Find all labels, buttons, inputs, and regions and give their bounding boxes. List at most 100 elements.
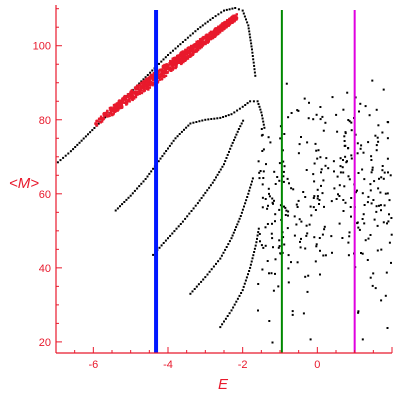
scatter-point	[290, 261, 292, 264]
curve-2-point	[204, 191, 207, 194]
scatter-point	[308, 101, 310, 104]
scatter-point	[278, 239, 281, 242]
curve-3-point	[251, 180, 253, 183]
curve-0-point	[247, 24, 250, 27]
scatter-point	[358, 228, 361, 231]
curve-0-point	[64, 154, 67, 157]
highlight-point	[232, 16, 236, 19]
highlight-point	[179, 57, 182, 60]
scatter-point	[331, 96, 334, 99]
scatter-point	[284, 214, 287, 216]
highlight-point	[164, 74, 168, 77]
scatter-point	[364, 239, 367, 242]
scatter-point	[264, 198, 267, 200]
curve-1-point	[222, 116, 225, 118]
highlight-point	[183, 56, 186, 59]
highlight-point	[159, 73, 162, 76]
scatter-point	[361, 252, 364, 255]
curve-1-point	[210, 118, 213, 120]
scatter-point	[270, 232, 273, 235]
highlight-point	[189, 49, 193, 53]
highlight-point	[123, 101, 126, 104]
highlight-point	[167, 67, 170, 70]
highlight-point	[123, 95, 126, 99]
curve-2-point	[208, 186, 211, 189]
curve-1-point	[241, 105, 244, 108]
scatter-point	[377, 124, 380, 127]
highlight-point	[147, 86, 150, 90]
highlight-point	[207, 33, 210, 37]
scatter-point	[312, 118, 315, 121]
scatter-point	[271, 341, 274, 344]
highlight-point	[183, 53, 186, 56]
curve-1-point	[198, 120, 201, 123]
highlight-point	[130, 93, 134, 96]
highlight-point	[219, 26, 223, 29]
highlight-point	[214, 27, 217, 30]
highlight-point	[143, 89, 146, 92]
curve-2-point	[184, 217, 187, 220]
highlight-point	[142, 87, 146, 91]
highlight-point	[170, 62, 174, 65]
scatter-point	[315, 243, 318, 246]
curve-4-point	[232, 306, 235, 309]
curve-4-point	[255, 241, 258, 244]
curve-0-point	[89, 131, 92, 134]
curve-0-point	[245, 18, 247, 21]
curve-4-point	[230, 309, 233, 312]
curve-0-point	[69, 150, 72, 153]
scatter-point	[268, 195, 271, 198]
curve-1-point	[150, 170, 153, 173]
highlight-point	[204, 42, 207, 46]
y-tick-label: 20	[39, 337, 51, 349]
curve-3-point	[219, 257, 222, 260]
curve-3-point	[249, 186, 252, 189]
scatter-point	[268, 320, 271, 322]
curve-0-point	[62, 156, 65, 159]
scatter-point	[278, 208, 281, 211]
highlight-point	[142, 84, 146, 88]
scatter-point	[363, 178, 366, 181]
scatter-point	[296, 206, 299, 208]
scatter-point	[362, 213, 365, 216]
curve-3-point	[234, 228, 236, 231]
highlight-point	[162, 72, 165, 75]
curve-4-point	[235, 300, 238, 303]
curve-1-point	[224, 115, 227, 118]
highlight-point	[120, 106, 124, 109]
curve-2-point	[177, 225, 180, 228]
scatter-point	[316, 197, 319, 200]
curve-2-point	[194, 204, 197, 207]
curve-4-point	[250, 260, 253, 263]
curve-1-point	[170, 142, 173, 145]
highlight-point	[235, 13, 238, 16]
scatter-point	[292, 188, 295, 191]
curve-0-point	[242, 12, 245, 15]
curve-0-point	[160, 60, 163, 63]
curve-1-point	[125, 198, 128, 201]
highlight-point	[199, 44, 202, 47]
highlight-point	[139, 83, 142, 87]
curve-3-point	[222, 251, 225, 254]
scatter-point	[350, 215, 352, 218]
highlight-point	[180, 60, 183, 64]
curve-4-point	[248, 270, 251, 272]
curve-3-point	[245, 199, 248, 202]
highlight-point	[193, 50, 196, 53]
highlight-point	[200, 45, 203, 49]
highlight-point	[168, 69, 171, 72]
scatter-point	[260, 128, 263, 130]
highlight-point	[119, 104, 123, 108]
scatter-point	[308, 223, 311, 226]
curve-0-point	[82, 137, 85, 140]
highlight-point	[208, 35, 212, 38]
highlight-point	[208, 37, 211, 40]
curve-0-point	[243, 15, 246, 18]
highlight-point	[118, 99, 121, 102]
scatter-point	[282, 236, 285, 239]
highlight-point	[228, 22, 232, 26]
scatter-point	[321, 192, 324, 195]
scatter-point	[356, 142, 359, 145]
highlight-point	[135, 85, 138, 89]
scatter-point	[378, 204, 380, 207]
